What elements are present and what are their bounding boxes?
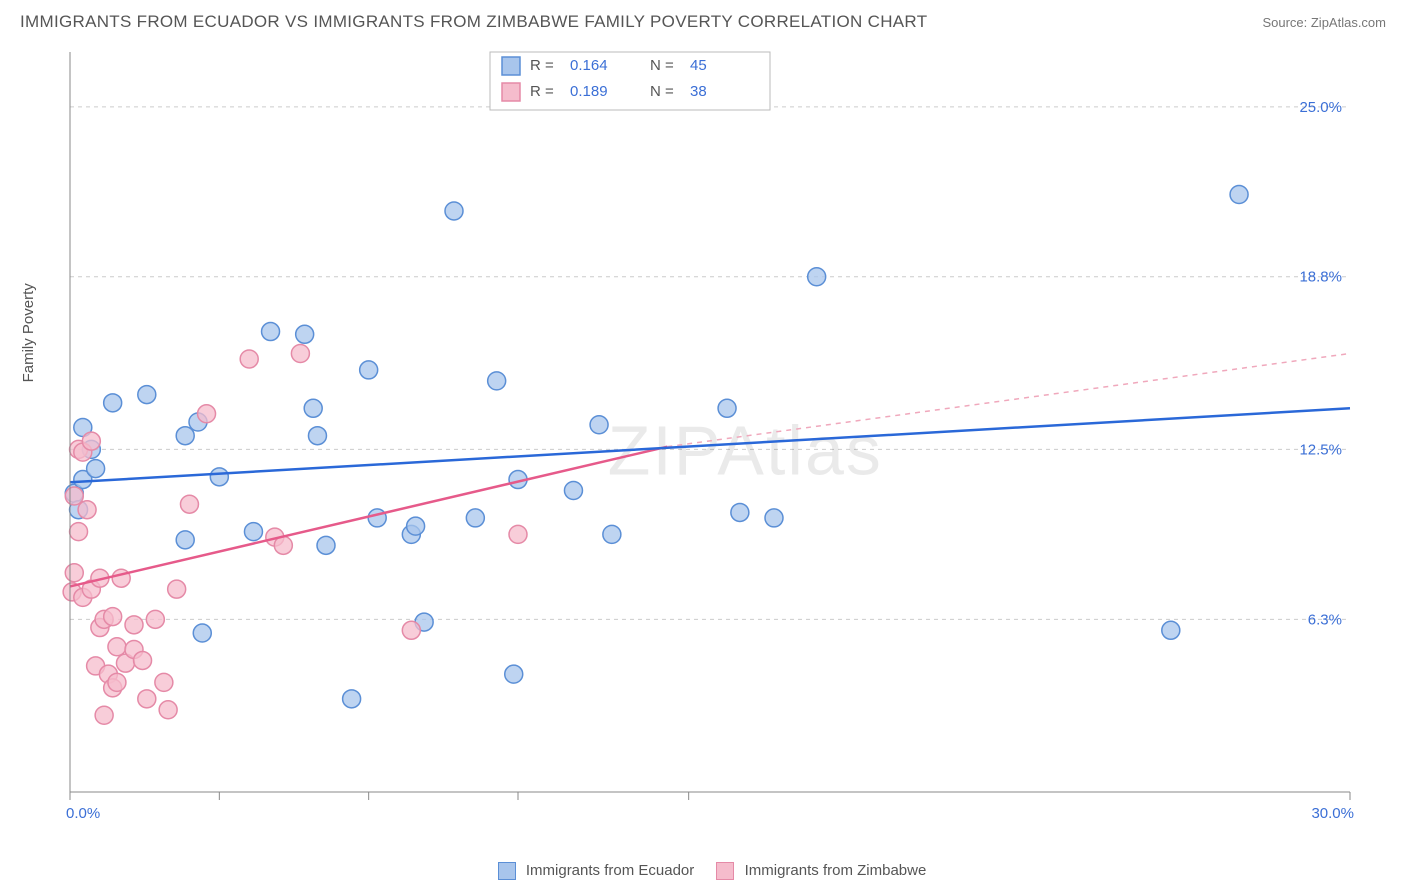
svg-text:R =: R = — [530, 83, 554, 100]
legend-label-zimbabwe: Immigrants from Zimbabwe — [745, 862, 927, 879]
svg-text:0.0%: 0.0% — [66, 805, 100, 822]
svg-text:18.8%: 18.8% — [1299, 269, 1342, 286]
chart-title: IMMIGRANTS FROM ECUADOR VS IMMIGRANTS FR… — [20, 12, 927, 32]
svg-text:0.164: 0.164 — [570, 57, 608, 74]
svg-text:38: 38 — [690, 83, 707, 100]
svg-text:45: 45 — [690, 57, 707, 74]
legend-swatch-zimbabwe — [716, 862, 734, 880]
y-axis-label: Family Poverty — [20, 283, 37, 382]
svg-text:R =: R = — [530, 57, 554, 74]
svg-text:12.5%: 12.5% — [1299, 441, 1342, 458]
chart-area: Family Poverty 6.3%12.5%18.8%25.0%ZIPAtl… — [60, 42, 1386, 822]
scatter-chart: 6.3%12.5%18.8%25.0%ZIPAtlas0.0%30.0%R =0… — [60, 42, 1366, 822]
source-name: ZipAtlas.com — [1311, 15, 1386, 30]
svg-text:6.3%: 6.3% — [1308, 611, 1342, 628]
bottom-legend: Immigrants from Ecuador Immigrants from … — [0, 862, 1406, 880]
legend-label-ecuador: Immigrants from Ecuador — [526, 862, 694, 879]
svg-text:N =: N = — [650, 83, 674, 100]
svg-text:0.189: 0.189 — [570, 83, 608, 100]
svg-text:30.0%: 30.0% — [1311, 805, 1354, 822]
svg-text:N =: N = — [650, 57, 674, 74]
svg-text:25.0%: 25.0% — [1299, 99, 1342, 116]
legend-swatch-ecuador — [498, 862, 516, 880]
title-bar: IMMIGRANTS FROM ECUADOR VS IMMIGRANTS FR… — [0, 0, 1406, 42]
source-label: Source: ZipAtlas.com — [1262, 15, 1386, 30]
